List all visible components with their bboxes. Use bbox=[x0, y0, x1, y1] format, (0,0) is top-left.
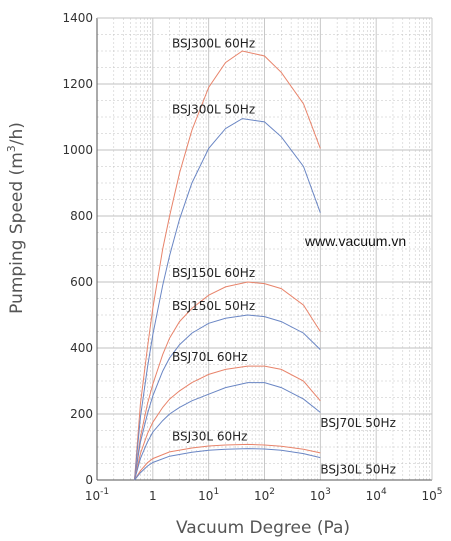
series-line bbox=[134, 50, 321, 481]
y-tick-label: 1000 bbox=[62, 143, 93, 157]
y-tick-label: 1400 bbox=[62, 11, 93, 25]
series-line bbox=[134, 314, 321, 481]
y-axis-title: Pumping Speed (m3/h) bbox=[5, 122, 27, 314]
x-tick-base: 1 bbox=[149, 489, 157, 503]
x-tick-label: 10-1 bbox=[85, 487, 109, 503]
x-tick-exponent: 5 bbox=[437, 487, 443, 497]
grid-lines bbox=[96, 17, 432, 481]
y-tick-label: 600 bbox=[70, 275, 93, 289]
series-line bbox=[134, 448, 321, 481]
x-tick-exponent: 3 bbox=[325, 487, 331, 497]
watermark-text: www.vacuum.vn bbox=[304, 233, 406, 249]
series-line bbox=[134, 443, 321, 481]
x-tick-label: 104 bbox=[366, 487, 387, 503]
x-tick-exponent: 1 bbox=[213, 487, 219, 497]
series-label: BSJ300L 60Hz bbox=[172, 37, 255, 51]
series-label: BSJ150L 60Hz bbox=[172, 266, 255, 280]
x-tick-label: 102 bbox=[254, 487, 275, 503]
x-tick-base: 10 bbox=[198, 489, 213, 503]
y-tick-label: 800 bbox=[70, 209, 93, 223]
series-label: BSJ70L 50Hz bbox=[320, 416, 396, 430]
x-tick-base: 10 bbox=[366, 489, 381, 503]
series-label: BSJ30L 50Hz bbox=[320, 462, 396, 476]
x-axis-title: Vacuum Degree (Pa) bbox=[176, 518, 350, 538]
series-lines bbox=[134, 50, 321, 481]
series-line bbox=[134, 365, 321, 481]
y-tick-label: 1200 bbox=[62, 77, 93, 91]
y-tick-label: 0 bbox=[85, 473, 93, 487]
x-tick-label: 101 bbox=[198, 487, 219, 503]
x-tick-exponent: 2 bbox=[269, 487, 275, 497]
series-line bbox=[134, 281, 321, 481]
x-tick-label: 105 bbox=[421, 487, 442, 503]
series-label: BSJ300L 50Hz bbox=[172, 103, 255, 117]
axes bbox=[96, 17, 433, 481]
x-tick-exponent: 4 bbox=[381, 487, 387, 497]
series-label: BSJ70L 60Hz bbox=[172, 350, 248, 364]
x-tick-base: 10 bbox=[421, 489, 436, 503]
x-tick-exponent: -1 bbox=[100, 487, 109, 497]
y-tick-label: 200 bbox=[70, 407, 93, 421]
x-tick-label: 1 bbox=[149, 489, 157, 503]
series-labels: BSJ300L 60Hz BSJ300L 50Hz BSJ150L 60Hz BSJ1… bbox=[172, 37, 396, 477]
series-line bbox=[134, 382, 321, 481]
y-tick-label: 400 bbox=[70, 341, 93, 355]
x-tick-base: 10 bbox=[310, 489, 325, 503]
y-axis-title-suffix: /h) bbox=[7, 122, 27, 145]
y-axis-title-prefix: Pumping Speed (m bbox=[7, 152, 27, 314]
series-label: BSJ150L 50Hz bbox=[172, 299, 255, 313]
series-line bbox=[134, 118, 321, 481]
x-tick-label: 103 bbox=[310, 487, 331, 503]
y-axis-title-superscript: 3 bbox=[5, 145, 18, 152]
series-label: BSJ30L 60Hz bbox=[172, 429, 248, 443]
x-tick-base: 10 bbox=[85, 489, 100, 503]
x-tick-base: 10 bbox=[254, 489, 269, 503]
